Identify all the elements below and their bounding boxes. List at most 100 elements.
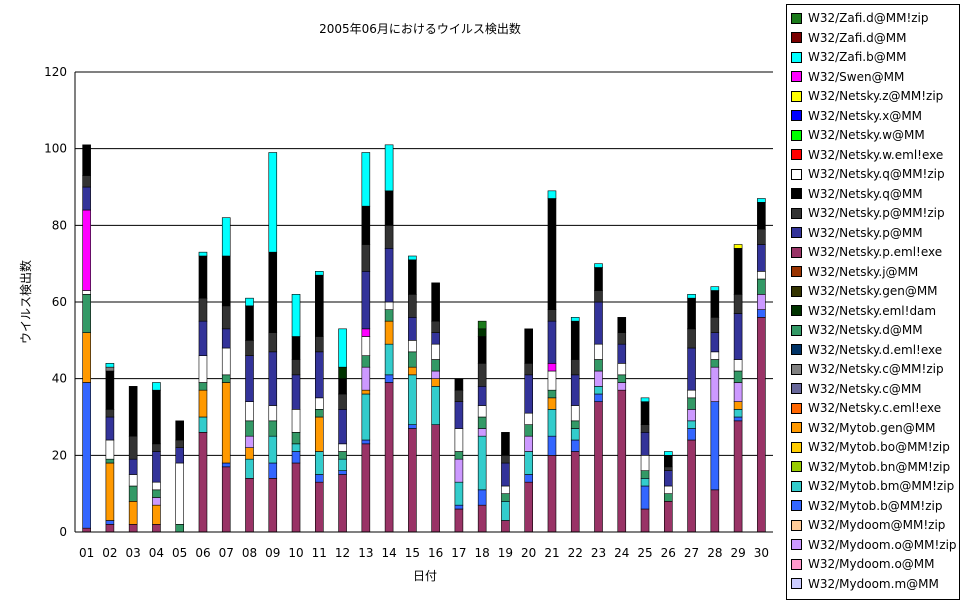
x-tick-label: 22: [568, 546, 583, 560]
legend-label: W32/Netsky.z@MM!zip: [808, 89, 944, 103]
bar-segment: [314, 409, 324, 418]
bar-segment: [408, 259, 417, 295]
legend-swatch: [791, 12, 802, 24]
bar-segment: [640, 478, 650, 487]
bar-segment: [477, 504, 487, 533]
bar-segment: [198, 320, 208, 356]
bar-segment: [338, 409, 347, 445]
legend-swatch: [791, 363, 802, 375]
bar-segment: [733, 409, 743, 418]
legend-item: W32/Mydoom.m@MM: [791, 575, 939, 593]
bar-segment: [105, 458, 115, 464]
bar-segment: [431, 332, 440, 345]
bar-segment: [128, 386, 138, 437]
bar-segment: [663, 466, 673, 471]
bar-segment: [198, 432, 208, 533]
bar-stack: [268, 152, 278, 533]
axes: [74, 72, 773, 533]
legend-swatch: [791, 539, 802, 550]
legend-label: W32/Zafi.b@MM: [808, 50, 907, 64]
bar-segment: [431, 343, 440, 360]
bar-segment: [408, 424, 417, 429]
bar-segment: [431, 359, 440, 372]
legend-item: W32/Netsky.w.eml!exe: [791, 146, 943, 164]
bar-segment: [408, 255, 417, 261]
bar-segment: [640, 508, 650, 533]
bar-segment: [570, 317, 580, 322]
bar-stack: [477, 320, 487, 533]
x-tick-label: 04: [149, 546, 164, 560]
legend-item: W32/Netsky.eml!dam: [791, 302, 936, 320]
x-tick-label: 09: [265, 546, 280, 560]
bar-segment: [384, 248, 394, 303]
bar-segment: [687, 397, 696, 410]
bar-segment: [245, 305, 254, 341]
bar-segment: [245, 340, 254, 356]
bar-segment: [710, 290, 720, 318]
legend-item: W32/Mydoom.o@MM!zip: [791, 536, 957, 554]
bars: [82, 144, 766, 533]
bar-segment: [687, 409, 696, 422]
bar-segment: [175, 439, 184, 448]
x-tick-label: 23: [591, 546, 606, 560]
bar-segment: [152, 389, 161, 445]
legend-swatch: [791, 461, 802, 472]
bar-segment: [221, 374, 231, 383]
bar-segment: [617, 374, 627, 383]
x-tick-label: 06: [195, 546, 210, 560]
bar-segment: [570, 428, 580, 441]
bar-segment: [221, 347, 231, 376]
x-tick-label: 20: [521, 546, 536, 560]
bar-segment: [687, 294, 696, 299]
bar-segment: [710, 332, 720, 353]
bar-segment: [570, 420, 580, 429]
bar-segment: [547, 190, 557, 199]
bar-segment: [268, 435, 278, 464]
legend-label: W32/Mytob.gen@MM: [808, 420, 936, 435]
bar-segment: [291, 432, 301, 445]
bar-segment: [594, 359, 603, 372]
legend-swatch: [791, 422, 802, 433]
legend-item: W32/Mytob.bo@MM!zip: [791, 438, 950, 456]
bar-segment: [594, 401, 603, 533]
bar-segment: [477, 489, 487, 506]
bar-segment: [454, 451, 464, 460]
bar-segment: [570, 439, 580, 452]
legend-item: W32/Swen@MM: [791, 68, 904, 86]
stacked-bar-chart: 2005年06月におけるウイルス検出数 0 20 40 60 80 100 120 01 02…: [18, 21, 773, 583]
x-tick-label: 13: [358, 546, 373, 560]
x-tick-label: 28: [707, 546, 722, 560]
bar-segment: [82, 209, 91, 291]
legend-item: W32/Netsky.z@MM!zip: [791, 87, 943, 105]
bar-stack: [245, 297, 254, 533]
legend-swatch: [791, 441, 802, 453]
bar-segment: [733, 248, 743, 295]
bar-segment: [687, 389, 696, 399]
legend-label: W32/Zafi.d@MM!zip: [808, 11, 929, 25]
bar-segment: [757, 198, 766, 203]
bar-segment: [640, 470, 650, 479]
bar-segment: [361, 355, 371, 368]
bar-stack: [733, 244, 743, 533]
bar-segment: [245, 420, 254, 437]
bar-segment: [291, 462, 301, 533]
bar-segment: [454, 401, 464, 429]
bar-segment: [82, 175, 91, 188]
legend-item: W32/Mytob.gen@MM: [791, 419, 935, 437]
bar-segment: [524, 481, 534, 533]
bar-segment: [524, 412, 534, 425]
y-tick-label: 100: [44, 142, 67, 156]
bar-segment: [431, 378, 440, 387]
bar-segment: [663, 455, 673, 468]
bar-segment: [245, 458, 254, 479]
bar-segment: [687, 439, 696, 533]
bar-segment: [314, 271, 324, 276]
bar-segment: [733, 420, 743, 533]
bar-segment: [361, 366, 371, 391]
bar-stack: [617, 317, 627, 533]
legend-swatch: [791, 402, 802, 414]
bar-segment: [733, 401, 743, 410]
x-tick-labels: 01 02 03 04 05 06 07 08 09 10 11 12 13 14 15 16 17 18 19 20…: [79, 546, 769, 560]
legend-label: W32/Mytob.bn@MM!zip: [808, 459, 951, 474]
x-tick-label: 27: [684, 546, 699, 560]
